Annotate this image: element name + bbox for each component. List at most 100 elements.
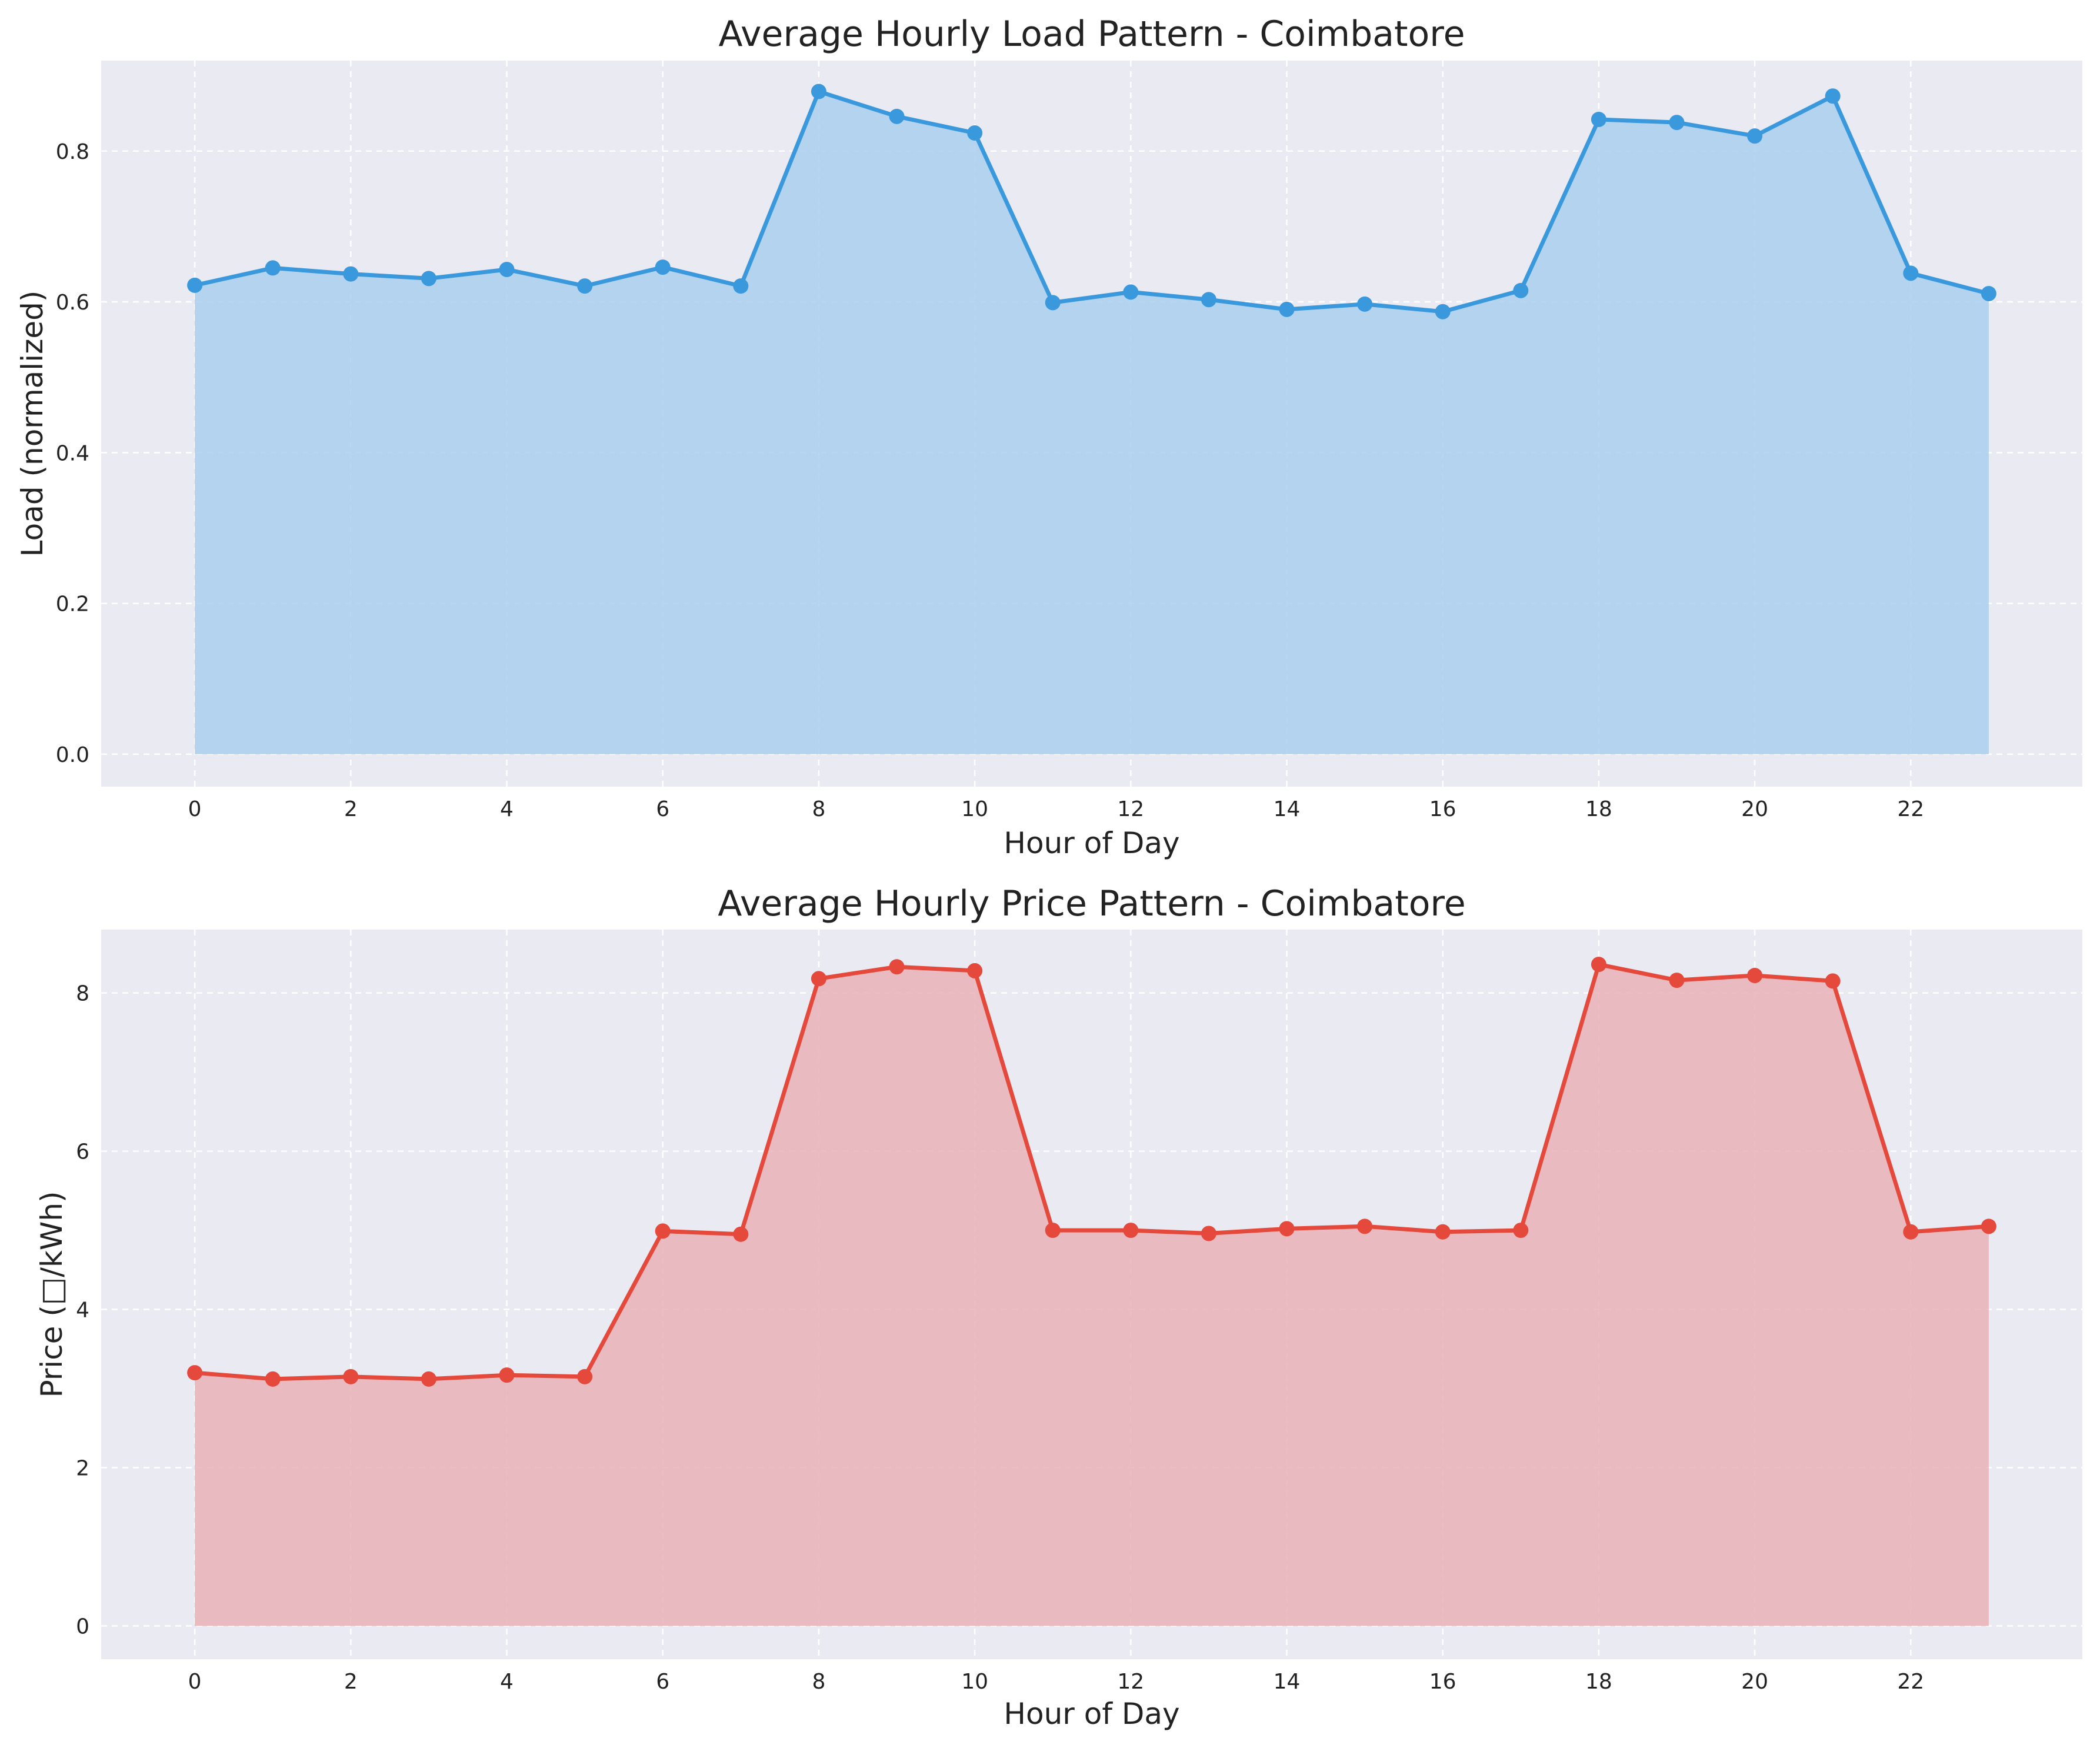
load-y-tick-label: 0.0 xyxy=(56,743,89,767)
price-y-axis-label: Price (□/kWh) xyxy=(35,1191,69,1397)
load-line xyxy=(194,89,1989,314)
price-data-point xyxy=(1825,973,1841,989)
load-data-point xyxy=(577,278,593,294)
load-data-point xyxy=(1591,111,1606,127)
price-x-tick-label: 6 xyxy=(656,1670,669,1694)
load-x-axis-label: Hour of Day xyxy=(1004,826,1179,860)
price-y-tick-label: 4 xyxy=(76,1298,89,1323)
price-data-point xyxy=(1903,1224,1919,1240)
load-data-point xyxy=(1201,292,1216,308)
load-data-point xyxy=(1435,304,1451,319)
load-data-point xyxy=(1747,128,1763,144)
load-x-tick-label: 6 xyxy=(656,797,669,821)
load-data-point xyxy=(421,271,436,287)
load-points xyxy=(187,84,1996,319)
price-data-point xyxy=(187,1365,203,1381)
load-x-tick-label: 18 xyxy=(1585,797,1612,821)
load-data-point xyxy=(967,125,983,141)
load-data-point xyxy=(1357,296,1373,312)
price-data-point xyxy=(1357,1218,1373,1234)
load-x-ticks: 0 2 4 6 8 10 12 14 16 18 20 22 xyxy=(188,797,1925,821)
load-y-tick-label: 0.2 xyxy=(56,592,89,617)
price-data-point xyxy=(1279,1221,1295,1237)
price-y-tick-label: 2 xyxy=(76,1457,89,1481)
price-data-point xyxy=(1591,957,1606,973)
load-data-point xyxy=(1903,265,1919,281)
load-chart-title: Average Hourly Load Pattern - Coimbatore xyxy=(719,14,1465,55)
price-chart-title: Average Hourly Price Pattern - Coimbator… xyxy=(718,883,1465,924)
load-data-point xyxy=(1669,115,1685,131)
load-data-point xyxy=(499,261,515,277)
load-data-point xyxy=(1045,295,1061,311)
price-x-tick-label: 20 xyxy=(1741,1670,1768,1694)
load-x-tick-label: 4 xyxy=(500,797,514,821)
load-data-point xyxy=(265,260,281,276)
load-x-tick-label: 10 xyxy=(961,797,988,821)
price-x-tick-label: 8 xyxy=(812,1670,825,1694)
price-x-tick-label: 18 xyxy=(1585,1670,1612,1694)
load-data-point xyxy=(655,259,671,275)
load-chart: 0 2 4 6 8 10 12 14 16 18 20 22 0.0 0.2 0.4 0.6 0.8 Aver… xyxy=(15,14,2082,860)
load-data-point xyxy=(733,278,749,294)
price-data-point xyxy=(811,971,826,987)
price-x-tick-label: 0 xyxy=(188,1670,202,1694)
load-data-point xyxy=(1123,284,1139,300)
price-x-tick-label: 14 xyxy=(1274,1670,1301,1694)
price-line xyxy=(194,962,1989,1381)
load-data-point xyxy=(1825,88,1841,104)
price-data-point xyxy=(1669,973,1685,988)
price-chart: 0 2 4 6 8 10 12 14 16 18 20 22 0 2 4 6 8 Average Hourly… xyxy=(35,883,2082,1731)
load-x-tick-label: 0 xyxy=(188,797,202,821)
price-x-tick-label: 16 xyxy=(1429,1670,1456,1694)
price-data-point xyxy=(577,1369,593,1384)
load-data-point xyxy=(811,84,826,99)
price-x-tick-label: 22 xyxy=(1897,1670,1924,1694)
load-data-point xyxy=(343,266,359,282)
price-x-tick-label: 2 xyxy=(344,1670,358,1694)
price-data-point xyxy=(265,1371,281,1387)
load-x-tick-label: 22 xyxy=(1897,797,1924,821)
price-x-ticks: 0 2 4 6 8 10 12 14 16 18 20 22 xyxy=(188,1670,1925,1694)
price-data-point xyxy=(1981,1218,1996,1234)
price-data-point xyxy=(1045,1223,1061,1238)
price-data-point xyxy=(421,1371,436,1387)
load-y-ticks: 0.0 0.2 0.4 0.6 0.8 xyxy=(56,140,89,767)
load-y-axis-label: Load (normalized) xyxy=(15,291,49,557)
price-y-tick-label: 8 xyxy=(76,982,89,1006)
load-y-tick-label: 0.4 xyxy=(56,441,89,465)
load-data-point xyxy=(1279,301,1295,317)
price-points xyxy=(187,957,1996,1387)
load-y-tick-label: 0.8 xyxy=(56,140,89,164)
price-data-point xyxy=(655,1223,671,1239)
price-data-point xyxy=(1201,1226,1216,1241)
price-y-tick-label: 0 xyxy=(76,1615,89,1639)
price-x-tick-label: 12 xyxy=(1117,1670,1144,1694)
load-data-point xyxy=(1513,282,1529,298)
price-data-point xyxy=(967,963,983,978)
load-x-tick-label: 8 xyxy=(812,797,825,821)
load-x-tick-label: 14 xyxy=(1274,797,1301,821)
load-area xyxy=(195,91,1989,754)
price-area xyxy=(195,964,1989,1626)
load-x-tick-label: 2 xyxy=(344,797,358,821)
price-data-point xyxy=(1123,1223,1139,1238)
load-y-tick-label: 0.6 xyxy=(56,291,89,315)
load-x-tick-label: 20 xyxy=(1741,797,1768,821)
load-x-tick-label: 12 xyxy=(1117,797,1144,821)
price-data-point xyxy=(1747,968,1763,984)
price-data-point xyxy=(889,959,905,975)
price-data-point xyxy=(499,1367,515,1383)
price-data-point xyxy=(1513,1223,1529,1238)
price-x-tick-label: 4 xyxy=(500,1670,514,1694)
price-x-tick-label: 10 xyxy=(961,1670,988,1694)
load-x-tick-label: 16 xyxy=(1429,797,1456,821)
price-data-point xyxy=(733,1226,749,1242)
price-x-axis-label: Hour of Day xyxy=(1004,1697,1179,1731)
price-y-tick-label: 6 xyxy=(76,1140,89,1164)
price-data-point xyxy=(343,1369,359,1384)
price-y-ticks: 0 2 4 6 8 xyxy=(76,982,89,1639)
price-data-point xyxy=(1435,1224,1451,1240)
load-data-point xyxy=(1981,285,1996,301)
load-data-point xyxy=(889,108,905,124)
